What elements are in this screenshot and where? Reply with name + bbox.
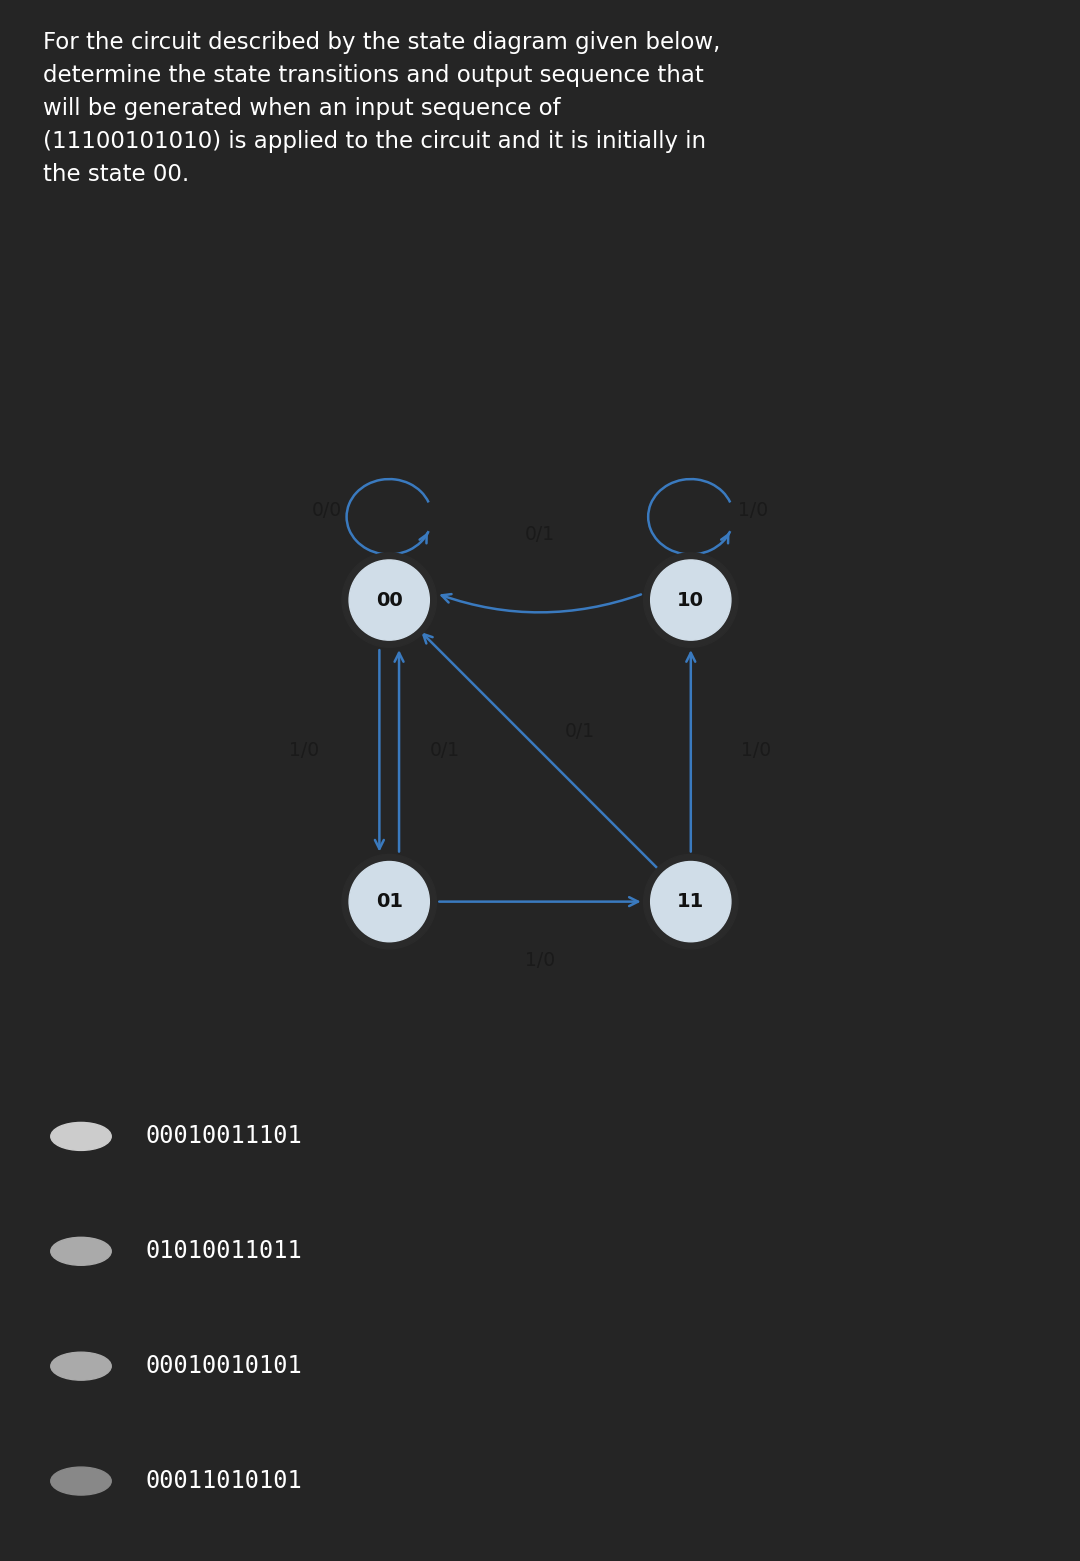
Text: 0/1: 0/1 — [430, 741, 460, 760]
Circle shape — [644, 854, 738, 949]
Text: For the circuit described by the state diagram given below,
determine the state : For the circuit described by the state d… — [43, 31, 720, 186]
Circle shape — [349, 560, 430, 640]
Text: 00010010101: 00010010101 — [146, 1355, 302, 1378]
Circle shape — [51, 1352, 111, 1380]
Circle shape — [342, 553, 436, 648]
Text: 0/1: 0/1 — [525, 524, 555, 543]
Text: 01010011011: 01010011011 — [146, 1239, 302, 1263]
Text: 0/1: 0/1 — [564, 721, 594, 740]
Circle shape — [349, 862, 430, 941]
Circle shape — [51, 1238, 111, 1266]
Text: 00010011101: 00010011101 — [146, 1124, 302, 1149]
Circle shape — [342, 854, 436, 949]
Circle shape — [51, 1467, 111, 1495]
Text: 1/0: 1/0 — [741, 741, 771, 760]
Text: 01: 01 — [376, 893, 403, 912]
Circle shape — [51, 1122, 111, 1150]
Text: 1/0: 1/0 — [525, 951, 555, 969]
Circle shape — [650, 862, 731, 941]
Text: 00: 00 — [376, 590, 403, 609]
Text: 00011010101: 00011010101 — [146, 1469, 302, 1492]
Text: 1/0: 1/0 — [738, 501, 768, 520]
Circle shape — [644, 553, 738, 648]
Text: 10: 10 — [677, 590, 704, 609]
Circle shape — [650, 560, 731, 640]
Text: 1/0: 1/0 — [289, 741, 319, 760]
Text: 0/0: 0/0 — [312, 501, 342, 520]
Text: 11: 11 — [677, 893, 704, 912]
